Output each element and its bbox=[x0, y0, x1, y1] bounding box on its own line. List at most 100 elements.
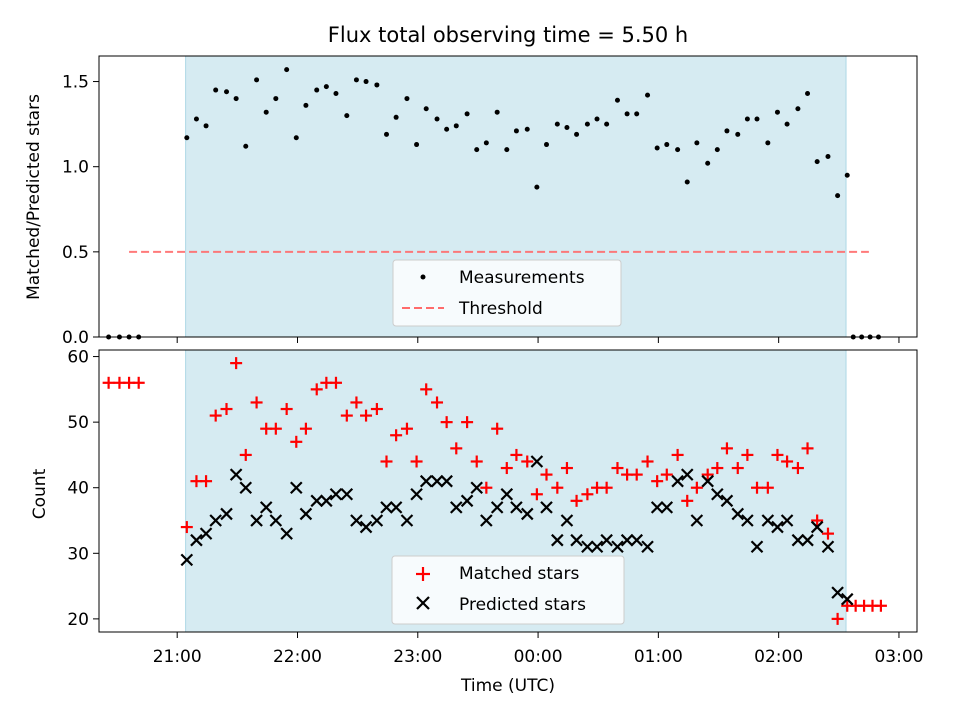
matched-stars-point bbox=[220, 403, 233, 416]
matched-stars-point bbox=[874, 599, 887, 612]
matched-stars-point bbox=[239, 448, 252, 461]
matched-stars-point bbox=[560, 462, 573, 475]
predicted-stars-point bbox=[280, 527, 293, 540]
matched-stars-point bbox=[570, 494, 583, 507]
matched-stars-point bbox=[310, 383, 323, 396]
predicted-stars-point bbox=[771, 520, 784, 534]
measurement-point bbox=[464, 111, 470, 117]
predicted-stars-point bbox=[731, 507, 745, 521]
predicted-stars-point bbox=[460, 494, 474, 508]
legend-measurements-marker bbox=[420, 274, 426, 280]
measurement-point bbox=[805, 90, 811, 96]
matched-stars-point bbox=[380, 455, 393, 468]
measurement-point bbox=[404, 96, 410, 102]
matched-stars-point bbox=[811, 514, 824, 527]
matched-stars-point bbox=[132, 376, 145, 389]
predicted-stars-point bbox=[581, 540, 594, 554]
matched-stars-point bbox=[681, 494, 694, 507]
measurement-point bbox=[534, 184, 540, 190]
predicted-stars-point bbox=[209, 514, 222, 527]
matched-stars-point bbox=[250, 396, 263, 409]
measurement-point bbox=[594, 116, 600, 122]
predicted-stars-point bbox=[430, 474, 444, 488]
measurement-point bbox=[474, 147, 480, 153]
matched-stars-point bbox=[651, 475, 664, 488]
predicted-stars-point bbox=[611, 540, 624, 554]
matched-stars-point bbox=[791, 462, 804, 475]
measurement-point bbox=[344, 113, 350, 119]
predicted-stars-point bbox=[380, 501, 393, 514]
measurement-point bbox=[263, 109, 269, 115]
matched-stars-point bbox=[660, 468, 673, 481]
predicted-stars-point bbox=[500, 488, 514, 501]
legend-matched-marker bbox=[416, 567, 430, 581]
top-legend-box bbox=[392, 259, 622, 327]
predicted-stars-point bbox=[320, 494, 333, 508]
axes-frame bbox=[98, 349, 918, 633]
measurement-point bbox=[754, 116, 760, 122]
bottom-legend: Matched stars Predicted stars bbox=[391, 555, 625, 625]
measurement-point bbox=[735, 131, 741, 137]
predicted-stars-point bbox=[510, 501, 523, 514]
top-legend: Measurements Threshold bbox=[392, 259, 622, 327]
measurement-point bbox=[363, 79, 369, 85]
measurement-point bbox=[243, 143, 249, 149]
predicted-stars-point bbox=[680, 468, 694, 481]
legend-threshold-label: Threshold bbox=[458, 299, 543, 319]
matched-stars-point bbox=[280, 403, 293, 416]
matched-stars-point bbox=[400, 422, 413, 435]
predicted-stars-point bbox=[801, 533, 814, 547]
measurement-point bbox=[684, 179, 690, 185]
x-axis-label: Time (UTC) bbox=[460, 676, 555, 696]
bottom-y-axis-label: Count bbox=[30, 468, 50, 519]
matched-stars-point bbox=[329, 376, 342, 389]
predicted-stars-point bbox=[551, 533, 564, 547]
matched-stars-point bbox=[630, 468, 643, 481]
measurement-point bbox=[765, 140, 771, 146]
predicted-stars-point bbox=[620, 533, 634, 547]
measurement-point bbox=[714, 147, 720, 153]
matched-stars-point bbox=[180, 521, 193, 534]
measurement-point bbox=[444, 126, 450, 132]
x-tick-label: 00:00 bbox=[514, 647, 563, 667]
measurement-point bbox=[825, 153, 831, 159]
matched-stars-point bbox=[230, 357, 243, 370]
bottom-legend-box bbox=[391, 555, 625, 625]
matched-stars-point bbox=[510, 448, 523, 461]
measurement-point bbox=[604, 121, 610, 127]
measurement-point bbox=[423, 106, 429, 112]
matched-stars-point bbox=[690, 481, 703, 494]
predicted-stars-point bbox=[220, 507, 233, 521]
measurement-point bbox=[414, 142, 420, 148]
measurement-point bbox=[513, 128, 519, 134]
chart-title: Flux total observing time = 5.50 h bbox=[328, 23, 688, 47]
matched-stars-point bbox=[771, 448, 784, 461]
matched-stars-point bbox=[350, 396, 363, 409]
matched-stars-point bbox=[299, 422, 312, 435]
matched-stars-point bbox=[671, 448, 684, 461]
y-tick-label: 20 bbox=[67, 610, 89, 630]
predicted-stars-point bbox=[690, 514, 704, 527]
predicted-stars-point bbox=[791, 533, 805, 547]
measurement-point bbox=[393, 114, 399, 120]
predicted-stars-point bbox=[299, 507, 313, 521]
measurement-point bbox=[784, 121, 790, 127]
measurement-point bbox=[624, 111, 630, 117]
measurement-point bbox=[434, 116, 440, 122]
top-panel: 0.0 0.5 1.0 1.5 Matched/Predicted stars Mea… bbox=[24, 55, 918, 348]
predicted-stars-point bbox=[711, 488, 724, 501]
measurement-point bbox=[273, 96, 279, 102]
matched-stars-point bbox=[701, 468, 714, 481]
x-tick-label: 03:00 bbox=[874, 647, 923, 667]
y-tick-label: 0.5 bbox=[62, 243, 89, 263]
predicted-stars-point bbox=[190, 533, 203, 547]
matched-stars-point bbox=[500, 462, 513, 475]
predicted-stars-point bbox=[750, 540, 764, 554]
legend-predicted-label: Predicted stars bbox=[459, 595, 586, 615]
y-tick-label: 1.5 bbox=[62, 73, 89, 93]
measurement-point bbox=[574, 131, 580, 137]
predicted-stars-point bbox=[821, 540, 835, 554]
matched-stars-point bbox=[781, 455, 794, 468]
measurement-point bbox=[543, 142, 549, 148]
predicted-stars-point bbox=[600, 533, 613, 547]
